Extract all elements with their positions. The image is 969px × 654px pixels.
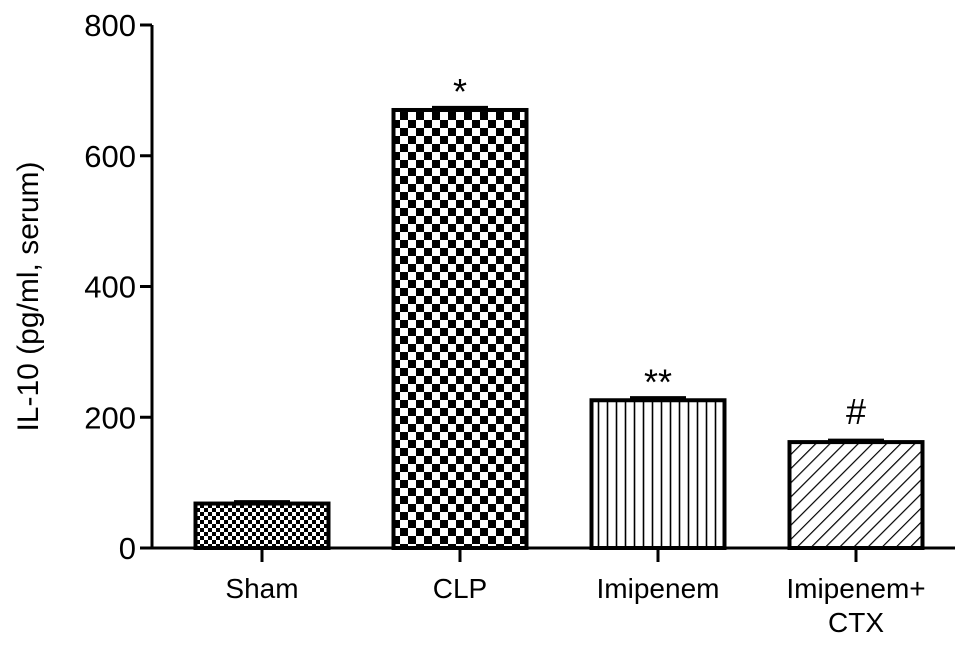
y-tick-label: 400 xyxy=(84,270,136,305)
y-tick-label: 0 xyxy=(119,531,136,566)
y-tick-label: 600 xyxy=(84,139,136,174)
bar xyxy=(787,440,925,550)
bar xyxy=(193,501,331,551)
labels: 0 200 400 600 800 IL-10 (pg/ml, serum) Sham CLP… xyxy=(12,8,926,638)
x-category-label: Imipenem xyxy=(597,573,720,604)
x-category-label: CLP xyxy=(433,573,487,604)
bars xyxy=(193,105,925,551)
significance-marker: ** xyxy=(644,361,672,402)
bar xyxy=(391,107,529,551)
y-axis-title: IL-10 (pg/ml, serum) xyxy=(12,161,45,431)
y-tick-label: 800 xyxy=(84,8,136,43)
x-category-label: Sham xyxy=(225,573,298,604)
bar xyxy=(589,398,727,550)
significance-marker: # xyxy=(846,391,866,432)
x-category-label: Imipenem+ CTX xyxy=(786,573,925,638)
y-tick-label: 200 xyxy=(84,400,136,435)
significance-marker: * xyxy=(453,71,467,112)
